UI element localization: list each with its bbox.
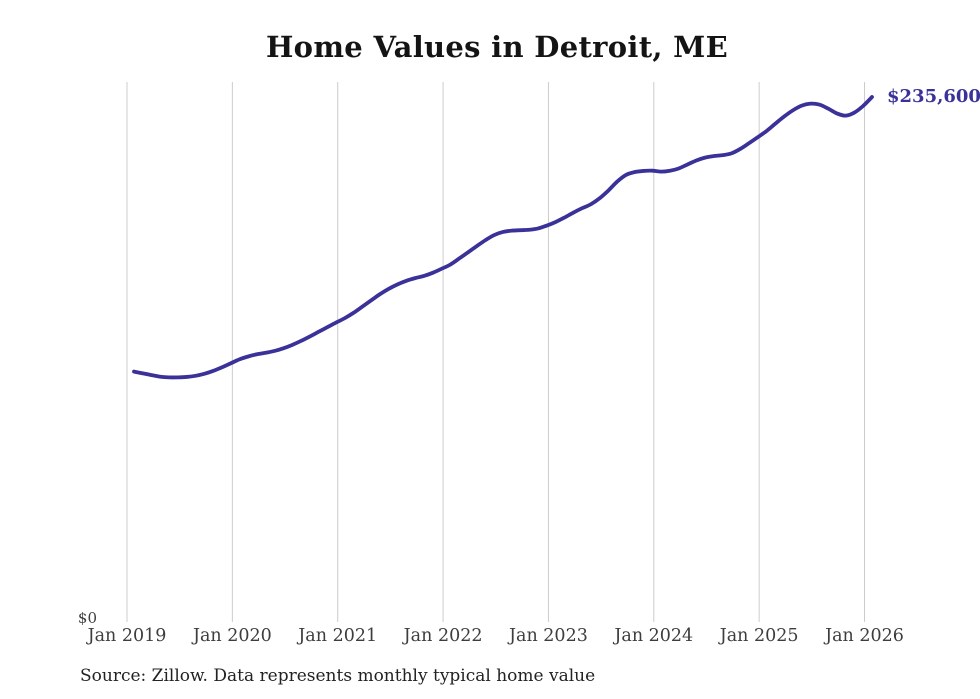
gridlines-group: [126, 82, 866, 622]
x-axis-labels-group: Jan 2019 Jan 2020 Jan 2021 Jan 2022 Jan 2023…: [86, 626, 904, 646]
x-tick-label: Jan 2023: [507, 626, 588, 646]
x-tick-label: Jan 2026: [823, 626, 904, 646]
source-note: Source: Zillow. Data represents monthly …: [80, 666, 596, 686]
x-tick-label: Jan 2025: [718, 626, 799, 646]
x-tick-label: Jan 2020: [191, 626, 272, 646]
x-tick-label: Jan 2021: [296, 626, 377, 646]
x-tick-label: Jan 2024: [612, 626, 693, 646]
home-value-line-series: [132, 95, 874, 380]
x-tick-label: Jan 2019: [86, 626, 167, 646]
chart-title: Home Values in Detroit, ME: [265, 30, 728, 64]
end-value-label: $235,600: [887, 86, 980, 107]
y-axis-zero-label: $0: [78, 609, 97, 627]
x-tick-label: Jan 2022: [402, 626, 483, 646]
